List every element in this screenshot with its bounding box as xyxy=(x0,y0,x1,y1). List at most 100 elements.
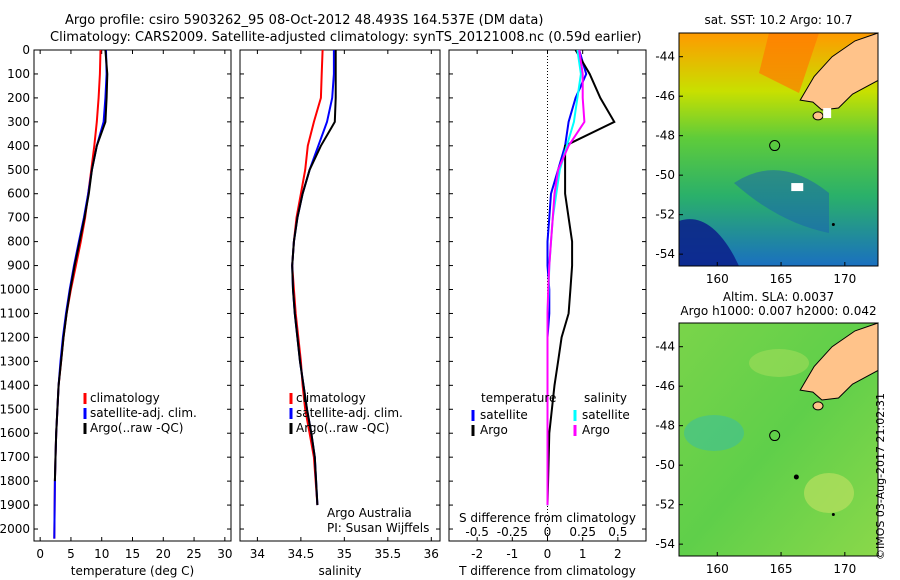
y-tick-label: 400 xyxy=(7,139,30,153)
map-y-tick-label: -44 xyxy=(655,340,675,354)
y-tick-label: 2000 xyxy=(0,522,30,536)
s-tick-label: 0.25 xyxy=(569,525,596,539)
s-tick-label: 0 xyxy=(544,525,552,539)
map-y-tick-label: -52 xyxy=(655,208,675,222)
argo-position-marker xyxy=(769,140,781,152)
y-tick-label: 900 xyxy=(7,259,30,273)
map-sla_map: -44 -46 -48 -50 -52 -54 160 165 170 Altim. SLA: 0… xyxy=(655,290,879,576)
panel-salinity: 34 34.5 35 35.5 36 salinity climatologysatelli… xyxy=(239,49,441,578)
panel-difference: -2 -1 0 1 2 T difference from climatology -0.5… xyxy=(448,49,647,578)
map-x-tick-label: 165 xyxy=(770,272,793,286)
x-tick-label: 35 xyxy=(337,547,352,561)
y-tick-label: 200 xyxy=(7,91,30,105)
legend-label: satellite-adj. clim. xyxy=(296,406,403,420)
y-tick-label: 1800 xyxy=(0,474,30,488)
map-title: Argo h1000: 0.007 h2000: 0.042 xyxy=(680,304,876,318)
map-y-tick-label: -54 xyxy=(655,537,675,551)
x-tick-label: 35.5 xyxy=(374,547,401,561)
anomaly-high xyxy=(804,473,854,513)
x-tick-label: 0 xyxy=(36,547,44,561)
s-axis-label: S difference from climatology xyxy=(459,511,636,525)
y-tick-label: 100 xyxy=(7,67,30,81)
land-campbell-island xyxy=(831,223,835,227)
header-line-2: Climatology: CARS2009. Satellite-adjuste… xyxy=(50,30,642,45)
x-tick-label: 34 xyxy=(250,547,265,561)
y-tick-label: 1500 xyxy=(0,402,30,416)
legend-label: Argo(..raw -QC) xyxy=(90,421,183,435)
header-line-1: Argo profile: csiro 5903262_95 08-Oct-20… xyxy=(65,13,544,28)
x-tick-label: -1 xyxy=(506,547,518,561)
s-tick-label: 0.5 xyxy=(608,525,627,539)
cloud-mask xyxy=(823,108,832,119)
legend-label: satellite xyxy=(582,408,630,422)
map-x-tick-label: 170 xyxy=(833,272,856,286)
y-tick-label: 1600 xyxy=(0,426,30,440)
cold-water-region xyxy=(679,219,739,266)
map-y-tick-label: -46 xyxy=(655,89,675,103)
warm-water-region xyxy=(759,33,819,93)
annotation-text: PI: Susan Wijffels xyxy=(327,521,429,535)
x-tick-label: 0 xyxy=(544,547,552,561)
land-stewart-island xyxy=(812,401,824,411)
land-campbell-island xyxy=(831,513,835,517)
y-tick-label: 1100 xyxy=(0,306,30,320)
legend-title: salinity xyxy=(584,391,627,405)
y-tick-label: 1400 xyxy=(0,378,30,392)
x-axis-label: temperature (deg C) xyxy=(71,564,194,578)
series-line-3 xyxy=(546,49,586,506)
x-tick-label: 10 xyxy=(94,547,109,561)
y-tick-label: 1900 xyxy=(0,498,30,512)
y-tick-label: 600 xyxy=(7,187,30,201)
panel-temperature: 0100200300400500600700800900100011001200… xyxy=(0,43,232,578)
legend-label: Argo xyxy=(582,423,610,437)
map-x-tick-label: 165 xyxy=(770,562,793,576)
map-y-tick-label: -46 xyxy=(655,379,675,393)
x-tick-label: 34.5 xyxy=(288,547,315,561)
x-tick-label: 5 xyxy=(67,547,75,561)
anomaly-high xyxy=(749,349,809,377)
cool-water-region xyxy=(734,170,829,233)
legend-label: Argo(..raw -QC) xyxy=(296,421,389,435)
anomaly-low xyxy=(684,415,744,451)
plot-frame xyxy=(239,49,441,542)
plot-frame xyxy=(33,49,232,542)
s-tick-label: -0.5 xyxy=(465,525,488,539)
y-tick-label: 1300 xyxy=(0,354,30,368)
map-x-tick-label: 160 xyxy=(706,272,729,286)
map-y-tick-label: -48 xyxy=(655,419,675,433)
map-y-tick-label: -50 xyxy=(655,168,675,182)
x-tick-label: 2 xyxy=(614,547,622,561)
x-tick-label: 36 xyxy=(424,547,439,561)
map-sst_map: -44 -46 -48 -50 -52 -54 160 165 170 sat. SST: 10.… xyxy=(655,13,879,286)
x-axis-label: T difference from climatology xyxy=(458,564,636,578)
y-tick-label: 700 xyxy=(7,211,30,225)
y-tick-label: 0 xyxy=(22,43,30,57)
map-y-tick-label: -54 xyxy=(655,247,675,261)
map-title: Altim. SLA: 0.0037 xyxy=(723,290,834,304)
y-tick-label: 500 xyxy=(7,163,30,177)
map-frame xyxy=(678,322,879,557)
y-tick-label: 300 xyxy=(7,115,30,129)
map-frame xyxy=(678,32,879,267)
x-tick-label: 15 xyxy=(125,547,140,561)
map-y-tick-label: -50 xyxy=(655,458,675,472)
series-line-2 xyxy=(53,49,109,482)
cloud-mask xyxy=(791,183,804,192)
x-tick-label: 25 xyxy=(186,547,201,561)
x-tick-label: 30 xyxy=(217,547,232,561)
y-tick-label: 1700 xyxy=(0,450,30,464)
annotation-text: Argo Australia xyxy=(327,506,412,520)
map-y-tick-label: -44 xyxy=(655,50,675,64)
argo-position-marker xyxy=(769,430,781,442)
land-auckland-islands xyxy=(793,474,799,480)
land-stewart-island xyxy=(812,111,824,121)
x-axis-label: salinity xyxy=(318,564,361,578)
y-tick-label: 1000 xyxy=(0,283,30,297)
s-tick-label: -0.25 xyxy=(497,525,528,539)
legend-label: satellite-adj. clim. xyxy=(90,406,197,420)
legend-label: climatology xyxy=(90,391,160,405)
map-y-tick-label: -48 xyxy=(655,129,675,143)
x-tick-label: -2 xyxy=(471,547,483,561)
series-line-1 xyxy=(546,49,616,506)
